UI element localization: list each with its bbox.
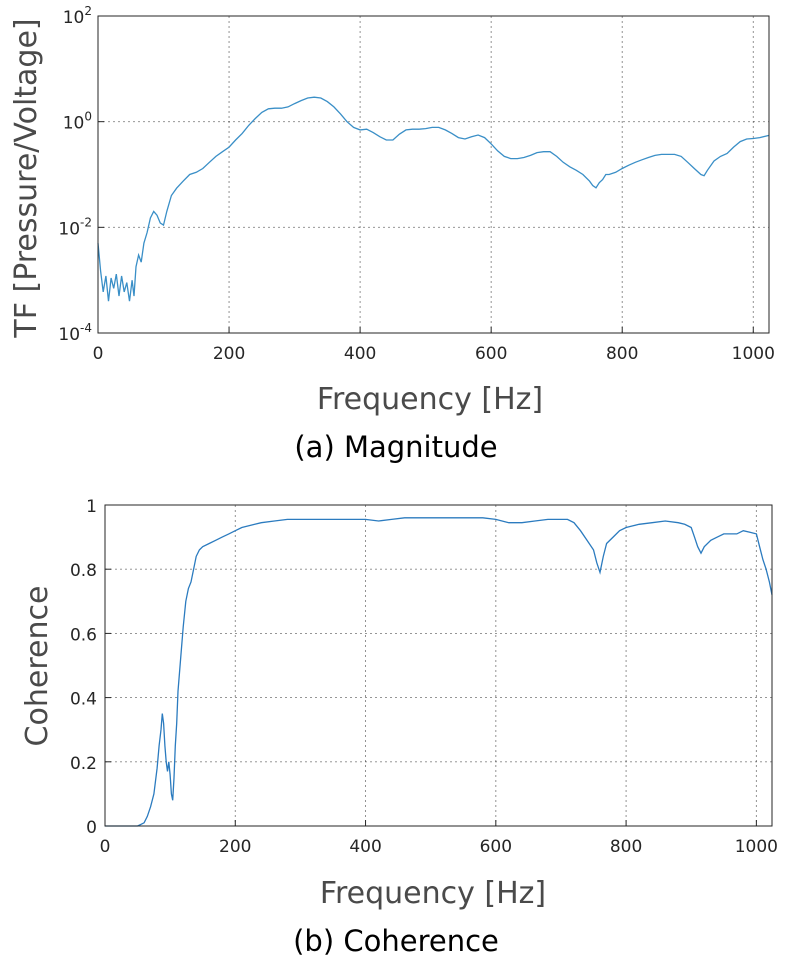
coherence-y-tick-label: 0.8 (70, 561, 97, 581)
coherence-grid (105, 505, 772, 826)
coherence-x-tick-label: 0 (100, 837, 111, 857)
coherence-y-axis-label: Coherence (20, 586, 55, 747)
coherence-x-axis-label: Frequency [Hz] (320, 876, 546, 911)
coherence-x-ticks: 0 200 400 600 800 1000 (100, 820, 778, 857)
coherence-series-line (105, 517, 773, 827)
magnitude-grid (98, 16, 769, 333)
coherence-y-tick-label: 0.4 (70, 690, 97, 710)
magnitude-x-tick-label: 1000 (732, 344, 775, 364)
coherence-x-tick-label: 1000 (735, 837, 778, 857)
coherence-x-tick-label: 400 (349, 837, 381, 857)
magnitude-y-tick-label: 10-4 (58, 321, 92, 345)
magnitude-x-ticks: 0 200 400 600 800 1000 (93, 327, 775, 364)
coherence-y-tick-label: 0.2 (70, 754, 97, 774)
coherence-axes-frame (104, 504, 773, 827)
coherence-plot-area (105, 505, 772, 826)
magnitude-x-tick-label: 600 (475, 344, 507, 364)
coherence-x-tick-label: 800 (610, 837, 642, 857)
magnitude-x-tick-label: 800 (606, 344, 638, 364)
coherence-x-tick-label: 200 (219, 837, 251, 857)
magnitude-axes-frame (97, 15, 770, 334)
magnitude-caption: (a) Magnitude (294, 430, 497, 464)
magnitude-y-axis-label: TF [Pressure/Voltage] (9, 18, 44, 338)
magnitude-x-tick-label: 0 (93, 344, 104, 364)
magnitude-series-line (97, 96, 770, 302)
magnitude-x-axis-label: Frequency [Hz] (317, 382, 543, 417)
magnitude-panel: 0 200 400 600 800 1000 10-4 10-2 100 102 Frequen… (9, 4, 775, 464)
coherence-caption: (b) Coherence (293, 924, 499, 958)
coherence-panel: 0 200 400 600 800 1000 0 0.2 0.4 0.6 0.8 1 Frequen… (20, 497, 778, 958)
magnitude-x-tick-label: 400 (344, 344, 376, 364)
magnitude-y-tick-label: 10-2 (58, 215, 92, 239)
magnitude-y-ticks: 10-4 10-2 100 102 (58, 4, 104, 345)
magnitude-x-tick-label: 200 (213, 344, 245, 364)
coherence-y-tick-label: 1 (86, 497, 97, 517)
magnitude-plot-area (98, 16, 769, 333)
coherence-y-ticks: 0 0.2 0.4 0.6 0.8 1 (70, 497, 111, 838)
magnitude-y-tick-label: 102 (63, 4, 92, 28)
coherence-x-tick-label: 600 (480, 837, 512, 857)
coherence-y-tick-label: 0 (86, 818, 97, 838)
coherence-y-tick-label: 0.6 (70, 625, 97, 645)
magnitude-y-tick-label: 100 (63, 110, 92, 134)
